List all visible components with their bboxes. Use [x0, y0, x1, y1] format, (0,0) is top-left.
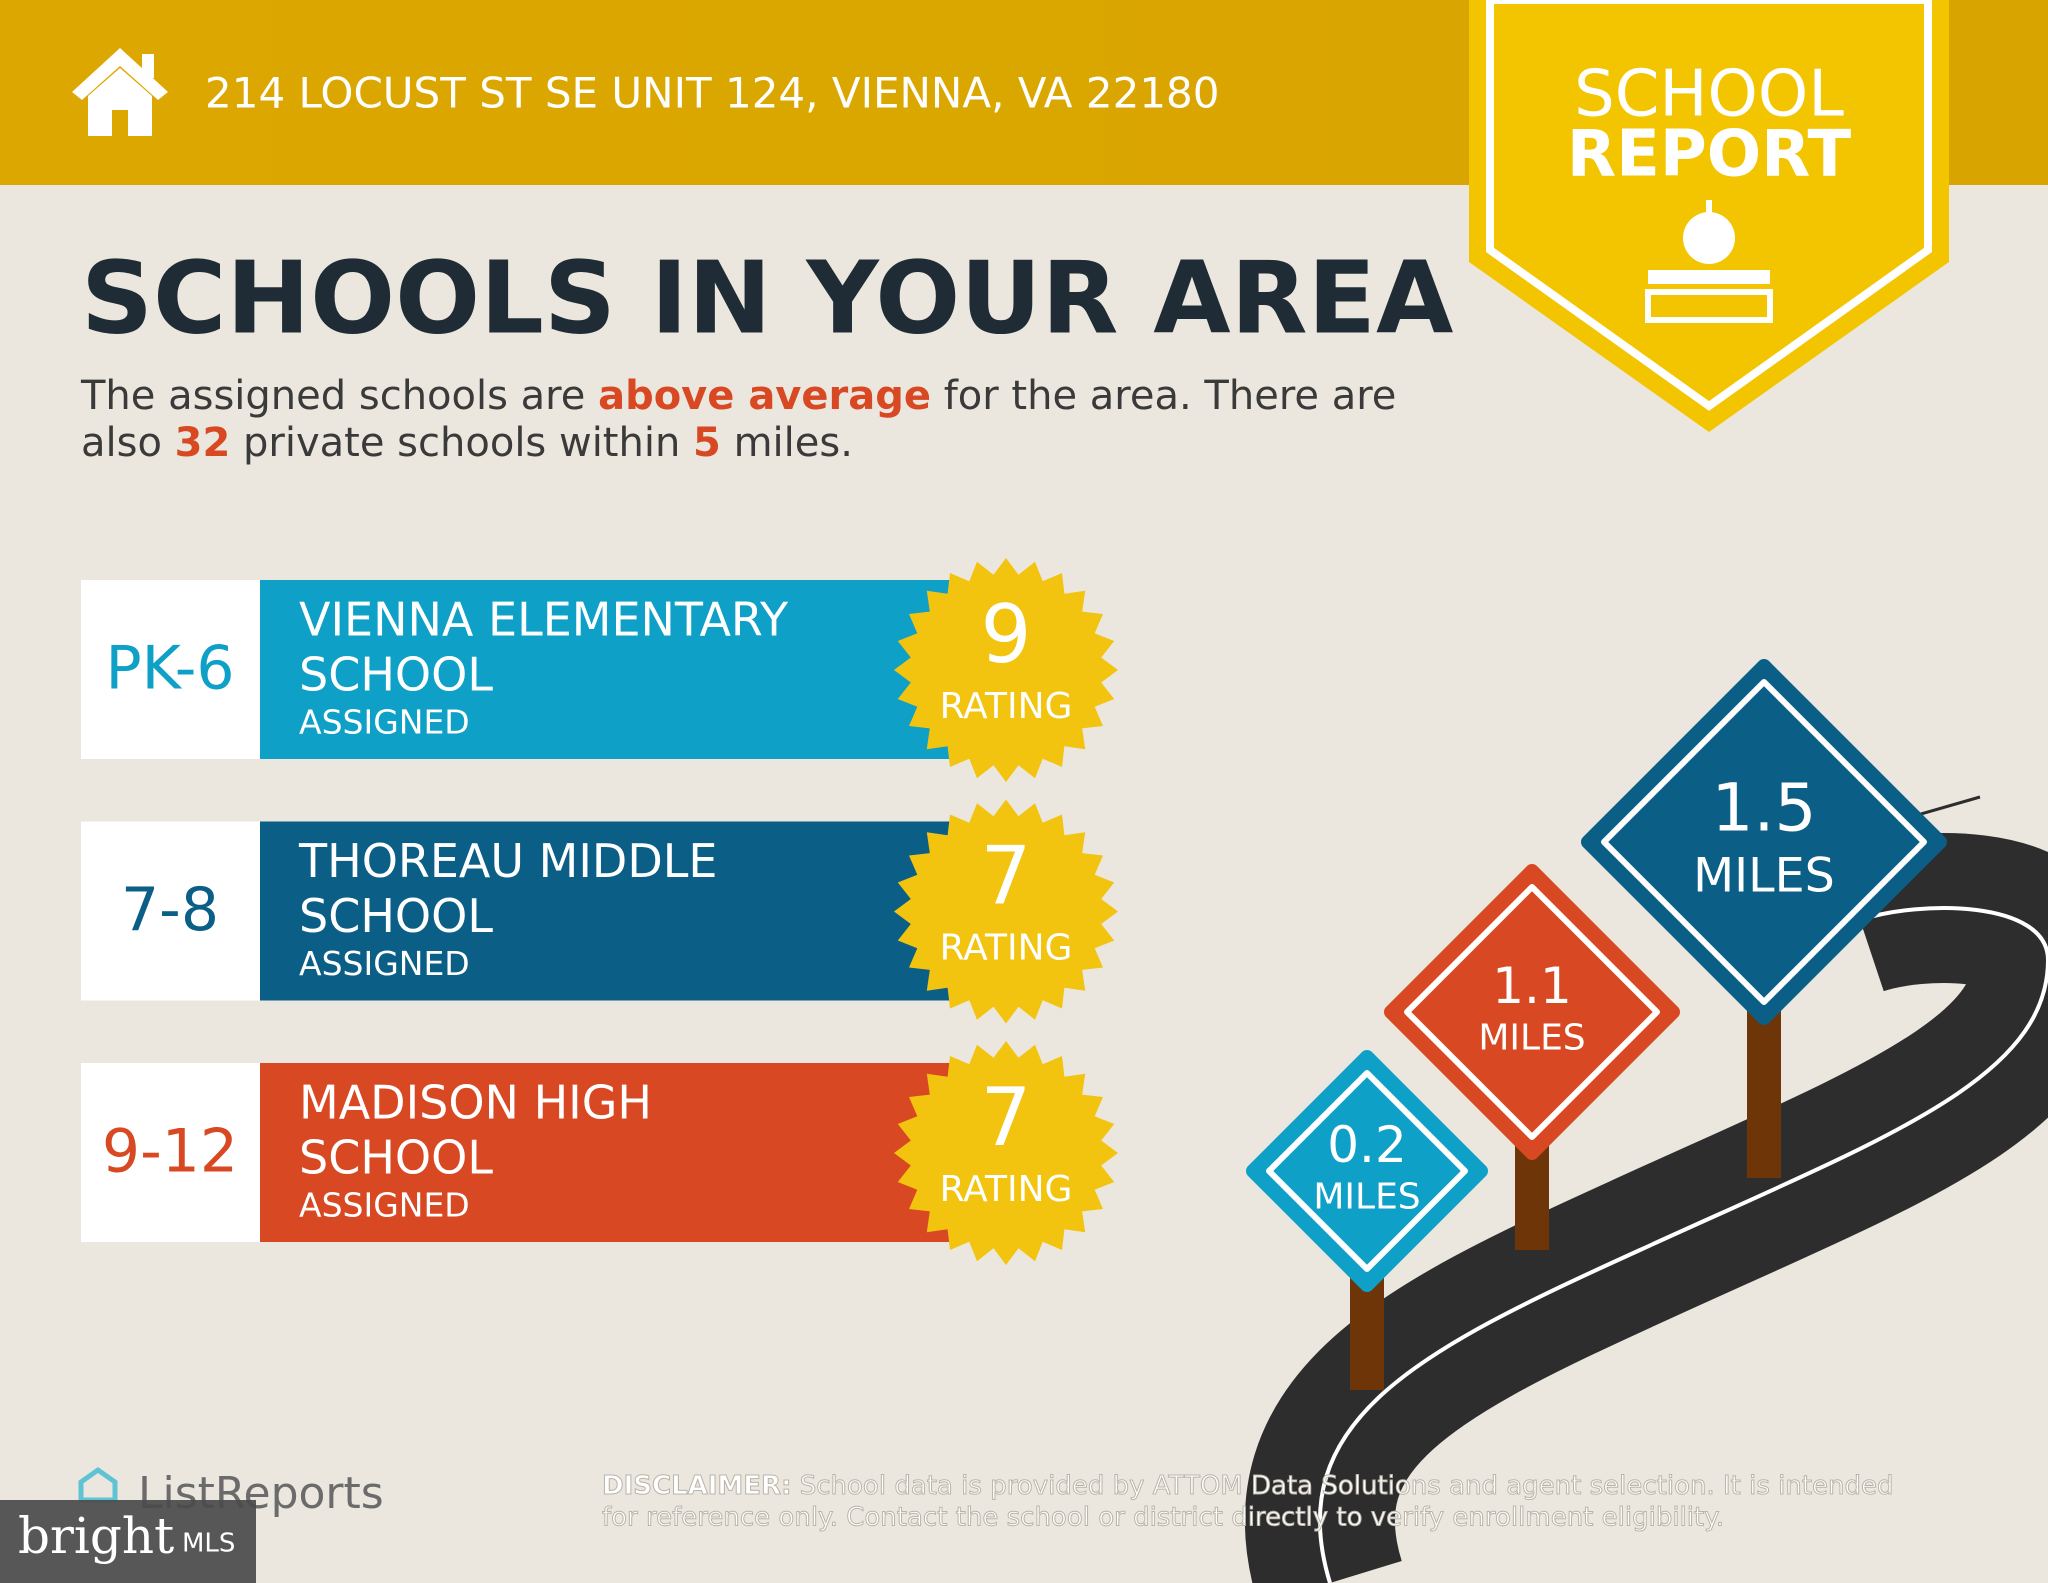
rating-badge	[894, 799, 1118, 1024]
grades: PK-6	[105, 634, 234, 704]
road-line	[1317, 906, 2048, 1583]
distance-value: 1.5	[1712, 769, 1817, 846]
disclaimer-label: DISCLAIMER:	[602, 1471, 791, 1501]
distance-value: 0.2	[1327, 1116, 1407, 1174]
sign-border	[1404, 884, 1660, 1140]
school-bar	[260, 1063, 950, 1242]
sign-face	[1246, 1050, 1488, 1292]
summary-text: private schools within	[230, 420, 693, 466]
rating-badge	[894, 558, 1118, 782]
sign-face	[1384, 864, 1680, 1160]
rating: 9	[981, 588, 1032, 681]
sign-border	[1266, 1070, 1468, 1272]
summary-text: miles.	[721, 420, 853, 466]
watermark-box	[0, 1500, 256, 1583]
school-status: ASSIGNED	[299, 1186, 470, 1225]
school-bar	[260, 821, 950, 1001]
rating-label: RATING	[940, 928, 1073, 969]
school-name: SCHOOL	[299, 648, 493, 702]
summary-text: for the area. There are	[931, 373, 1396, 419]
disclaimer-text: for reference only. Contact the school o…	[602, 1503, 1724, 1533]
school-status: ASSIGNED	[299, 944, 470, 983]
badge-border	[1486, 0, 1932, 411]
summary-highlight: above average	[598, 373, 931, 419]
grade-box	[81, 1063, 260, 1242]
school-name: VIENNA ELEMENTARY	[299, 593, 789, 647]
rating-badge	[894, 1041, 1118, 1265]
summary-line: also 32 private schools within 5 miles.	[81, 420, 853, 466]
grade-box	[81, 821, 260, 1001]
house-icon	[72, 48, 168, 136]
disclaimer-text: School data is provided by ATTOM Data So…	[791, 1471, 1893, 1501]
summary-text: The assigned schools are	[80, 373, 598, 419]
school-name: MADISON HIGH	[299, 1076, 652, 1130]
distance-unit: MILES	[1313, 1177, 1420, 1218]
watermark-suffix: MLS	[182, 1529, 235, 1559]
summary-line: The assigned schools are above average f…	[80, 373, 1396, 419]
sign-face	[1581, 659, 1947, 1025]
distance-value: 1.1	[1492, 957, 1572, 1015]
school-name: THOREAU MIDDLE	[298, 834, 717, 888]
summary-text: also	[81, 420, 175, 466]
brand-icon	[78, 1466, 118, 1503]
badge-title: SCHOOL	[1574, 58, 1844, 132]
sign-border	[1601, 679, 1927, 1005]
apple-books-icon	[1645, 200, 1773, 323]
rating: 7	[981, 1071, 1032, 1164]
private-count: 32	[175, 420, 231, 466]
radius: 5	[693, 420, 721, 466]
school-bar	[260, 580, 950, 759]
rating: 7	[981, 829, 1032, 922]
watermark-brand: bright	[18, 1507, 174, 1565]
badge-title: REPORT	[1567, 118, 1852, 192]
grade-box	[81, 580, 260, 759]
distance-unit: MILES	[1693, 848, 1835, 903]
school-status: ASSIGNED	[299, 703, 470, 742]
rating-label: RATING	[940, 1169, 1073, 1210]
disclaimer: DISCLAIMER: School data is provided by A…	[602, 1471, 1894, 1501]
rating-label: RATING	[940, 686, 1073, 727]
distance-unit: MILES	[1478, 1018, 1585, 1059]
grades: 9-12	[102, 1117, 238, 1187]
school-name: SCHOOL	[299, 889, 493, 943]
school-name: SCHOOL	[299, 1131, 493, 1185]
address: 214 LOCUST ST SE UNIT 124, VIENNA, VA 22…	[205, 69, 1220, 118]
page-title: SCHOOLS IN YOUR AREA	[81, 239, 1453, 356]
grades: 7-8	[121, 875, 219, 945]
